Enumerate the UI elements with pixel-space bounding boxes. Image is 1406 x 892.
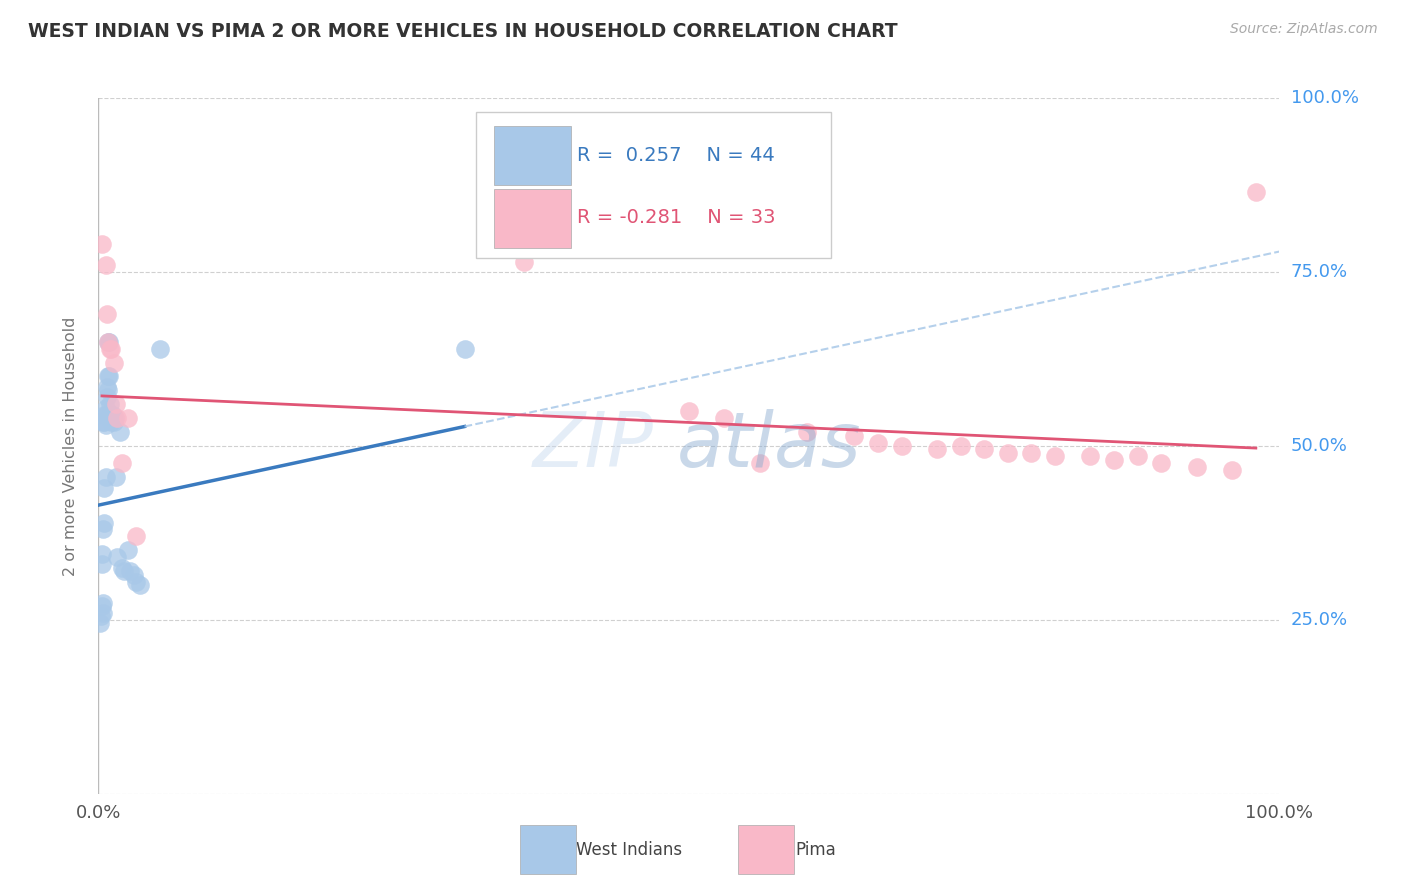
Point [97,369,120,384]
Point [122,567,145,582]
Point [1244,185,1267,199]
Text: 25.0%: 25.0% [1291,611,1348,629]
Point [90,609,112,624]
Point [108,425,131,439]
Point [94,258,117,272]
Point [100,342,122,356]
Point [1150,457,1173,471]
Point [117,411,139,425]
Point [1080,450,1102,464]
Point [128,578,150,592]
Point [91,599,114,613]
Text: Pima: Pima [796,841,837,859]
Point [1043,450,1066,464]
Point [997,446,1019,460]
Point [1126,450,1149,464]
Point [512,254,534,268]
Point [890,439,912,453]
Point [91,415,114,429]
Point [97,334,120,349]
Point [97,384,120,398]
Text: 100.0%: 100.0% [1291,89,1358,107]
Point [91,596,114,610]
Point [93,481,115,495]
Point [98,342,121,356]
Point [949,439,972,453]
Point [91,237,114,252]
Point [100,415,122,429]
Point [94,401,117,415]
Point [105,397,128,411]
Point [117,543,139,558]
Point [97,334,120,349]
Point [748,457,770,471]
Text: ZIP: ZIP [533,409,654,483]
Point [105,470,128,484]
Point [96,390,118,404]
Point [101,408,124,422]
Point [125,529,148,543]
Point [925,442,948,457]
Text: WEST INDIAN VS PIMA 2 OR MORE VEHICLES IN HOUSEHOLD CORRELATION CHART: WEST INDIAN VS PIMA 2 OR MORE VEHICLES I… [28,22,898,41]
Point [94,408,117,422]
Text: Source: ZipAtlas.com: Source: ZipAtlas.com [1230,22,1378,37]
FancyBboxPatch shape [477,112,831,258]
Point [125,574,148,589]
Point [96,380,118,394]
Point [973,442,995,457]
Point [103,355,125,369]
Point [111,561,134,575]
Point [93,408,115,422]
Text: West Indians: West Indians [576,841,682,859]
Point [104,411,127,425]
Point [105,411,128,425]
Point [866,435,889,450]
Point [96,307,118,321]
Point [1185,459,1208,474]
Point [94,470,117,484]
Point [1220,463,1243,477]
Point [678,404,700,418]
Point [149,342,172,356]
Point [89,616,111,631]
Point [713,411,735,425]
Y-axis label: 2 or more Vehicles in Household: 2 or more Vehicles in Household [63,317,77,575]
Point [94,418,117,433]
Point [844,428,866,442]
Point [91,606,114,620]
Point [105,550,128,565]
Text: R = -0.281    N = 33: R = -0.281 N = 33 [576,209,775,227]
Point [93,516,115,530]
Point [111,457,134,471]
Point [93,415,115,429]
Point [100,411,122,425]
Point [101,411,124,425]
Point [1102,453,1125,467]
Point [103,415,125,429]
Text: 75.0%: 75.0% [1291,263,1348,281]
Point [796,425,818,439]
Point [98,397,121,411]
Point [1021,446,1043,460]
Point [98,369,121,384]
Point [91,523,114,537]
Point [120,564,142,578]
Point [453,342,475,356]
Text: 50.0%: 50.0% [1291,437,1347,455]
Text: R =  0.257    N = 44: R = 0.257 N = 44 [576,145,775,165]
Point [112,564,135,578]
Point [91,558,114,572]
Point [98,408,121,422]
Point [98,334,121,349]
FancyBboxPatch shape [494,188,571,248]
Text: atlas: atlas [678,409,862,483]
FancyBboxPatch shape [494,126,571,186]
Point [91,547,114,561]
